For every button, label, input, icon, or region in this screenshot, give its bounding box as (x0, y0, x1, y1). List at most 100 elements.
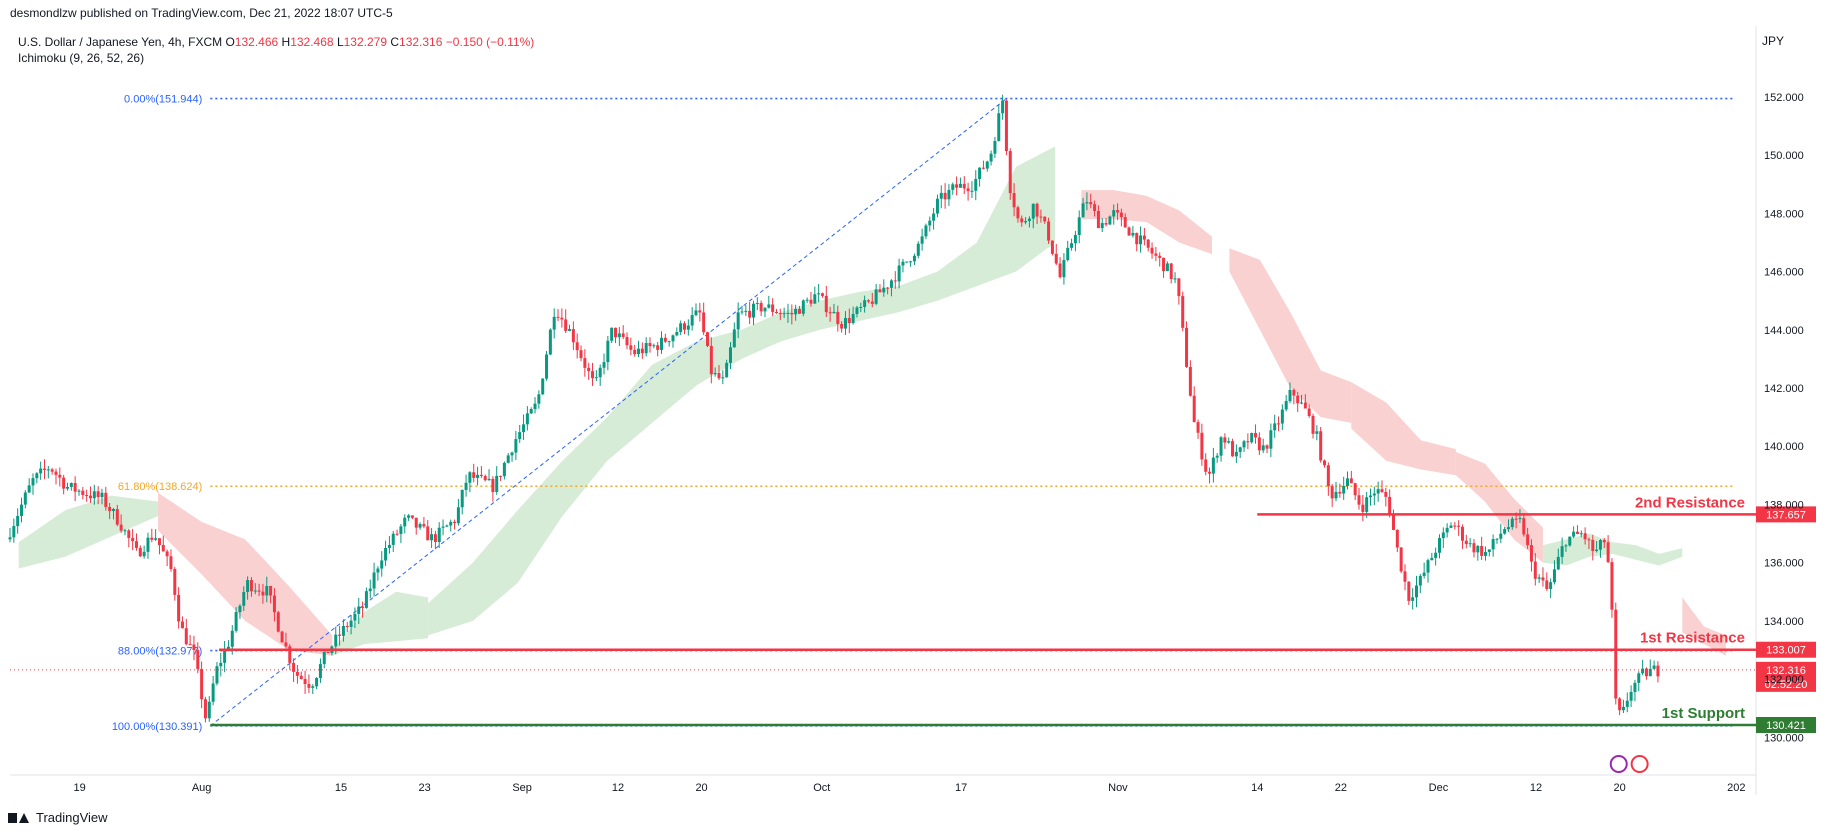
candle (430, 528, 434, 548)
candle (380, 551, 384, 577)
candle (939, 185, 943, 209)
candle-body (629, 345, 633, 350)
candle (1391, 509, 1395, 531)
candle-body (809, 299, 813, 304)
x-tick-label: 17 (955, 782, 967, 794)
candle-body (338, 634, 342, 636)
candle (50, 467, 54, 475)
candle (859, 302, 863, 313)
y-tick-label: 140.000 (1764, 441, 1804, 453)
candle (751, 300, 755, 326)
candle (1434, 547, 1438, 566)
candle (805, 297, 809, 304)
candle-body (537, 394, 541, 404)
candle-body (1165, 263, 1169, 272)
tradingview-footer[interactable]: TradingView (8, 810, 108, 825)
candle-body (1238, 447, 1242, 452)
economic-event-icon (1630, 755, 1649, 773)
candle-body (1162, 257, 1166, 272)
candle (464, 474, 468, 497)
candle (468, 471, 472, 493)
candle (1411, 588, 1415, 610)
candle-body (16, 515, 20, 527)
indicator-legend[interactable]: Ichimoku (9, 26, 52, 26) (18, 51, 145, 65)
candle-body (713, 372, 717, 375)
candle-body (1058, 263, 1062, 278)
candle (138, 545, 142, 557)
candle (12, 518, 16, 543)
candle-body (203, 699, 207, 719)
candle (698, 302, 702, 322)
candle-body (349, 620, 353, 628)
x-tick-label: 202 (1727, 782, 1745, 794)
candle (1165, 261, 1169, 272)
candle-body (709, 345, 713, 375)
candle (203, 696, 207, 723)
candle-body (54, 471, 58, 475)
candle-body (192, 644, 196, 651)
candle (886, 286, 890, 295)
candle (115, 504, 119, 527)
candle (96, 486, 100, 505)
candle-body (675, 332, 679, 336)
candle-body (1319, 431, 1323, 461)
candle (1349, 470, 1353, 484)
candle (1146, 238, 1150, 252)
candle-body (1583, 533, 1587, 540)
candle-body (686, 325, 690, 330)
candle (1346, 471, 1350, 490)
candle (154, 529, 158, 542)
candle-body (295, 671, 299, 676)
candle (1598, 539, 1602, 558)
candle (851, 306, 855, 325)
candle-body (1292, 389, 1296, 396)
candle-body (173, 568, 177, 595)
candle (978, 167, 982, 187)
candle-body (119, 524, 123, 531)
x-tick-label: 14 (1251, 782, 1263, 794)
candle (361, 601, 365, 618)
candle-body (817, 293, 821, 295)
candle (1058, 257, 1062, 279)
x-tick-label: 23 (418, 782, 430, 794)
candle (1093, 200, 1097, 217)
candle (1468, 538, 1472, 548)
candle-body (272, 595, 276, 613)
candle (905, 261, 909, 263)
candle-body (1008, 151, 1012, 194)
candle (633, 344, 637, 357)
candle (675, 327, 679, 337)
candle-body (499, 475, 503, 477)
candle-body (1062, 260, 1066, 278)
candle-body (1434, 552, 1438, 558)
candle-body (77, 490, 81, 492)
candle (1062, 253, 1066, 285)
candle (1625, 692, 1629, 713)
candle (989, 150, 993, 166)
candle (65, 482, 69, 491)
candle-body (1303, 402, 1307, 409)
candle (269, 585, 273, 604)
y-tick-label: 138.000 (1764, 499, 1804, 511)
candle (552, 308, 556, 339)
candle-body (1495, 538, 1499, 540)
candle-body (886, 287, 890, 289)
y-tick-label: 136.000 (1764, 558, 1804, 570)
candle (1487, 549, 1491, 557)
candle (1568, 536, 1572, 547)
candle-body (35, 473, 39, 479)
candle-body (602, 362, 606, 368)
candle (1020, 215, 1024, 227)
candle-body (598, 367, 602, 378)
candle (1123, 213, 1127, 228)
candle-body (307, 683, 311, 688)
candle-body (778, 313, 782, 315)
candle (671, 334, 675, 348)
candle (472, 463, 476, 483)
candle (1089, 193, 1093, 209)
candle (725, 359, 729, 378)
symbol-name[interactable]: U.S. Dollar / Japanese Yen, 4h, FXCM (18, 35, 223, 49)
candle (560, 308, 564, 328)
candle-body (211, 683, 215, 702)
